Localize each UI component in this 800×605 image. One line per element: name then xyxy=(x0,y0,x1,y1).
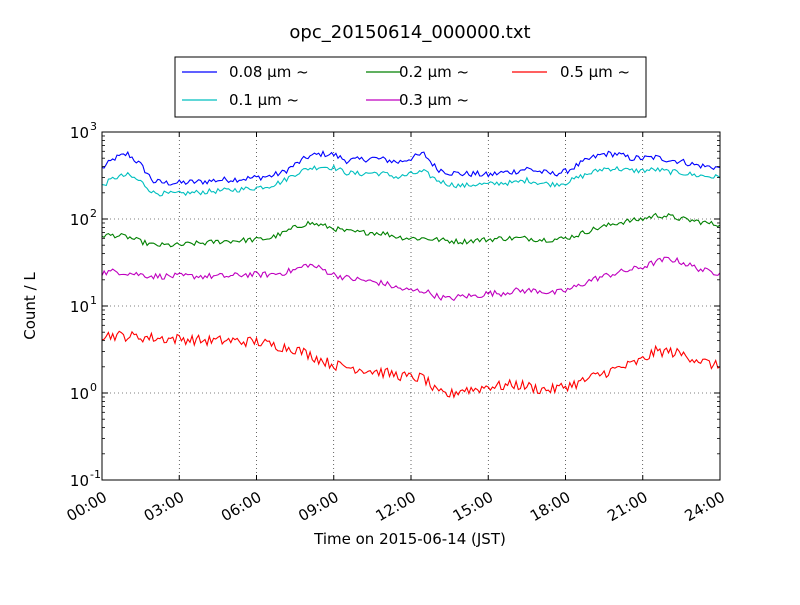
y-axis-label: Count / L xyxy=(21,272,39,340)
legend-entry: 0.2 μm ~ xyxy=(366,63,469,81)
y-tick-base: 10 xyxy=(70,124,89,142)
y-tick-exponent: 0 xyxy=(90,381,97,394)
y-tick-label: 10 2 xyxy=(70,207,97,229)
y-tick-label: 10 3 xyxy=(70,120,97,142)
series-line xyxy=(101,164,721,197)
series-line xyxy=(101,330,721,399)
legend-entry: 0.08 μm ~ xyxy=(182,63,309,81)
legend-label: 0.08 μm ~ xyxy=(229,63,309,81)
x-axis-label: Time on 2015-06-14 (JST) xyxy=(313,530,506,548)
y-tick-base: 10 xyxy=(70,472,89,490)
y-tick-base: 10 xyxy=(70,385,89,403)
y-tick-label: 10 1 xyxy=(70,294,97,316)
legend-label: 0.1 μm ~ xyxy=(229,91,299,109)
series-line xyxy=(101,212,721,248)
legend-entry: 0.1 μm ~ xyxy=(182,91,299,109)
legend-entry: 0.5 μm ~ xyxy=(512,63,630,81)
y-tick-label: 10 -1 xyxy=(70,468,101,490)
series-line xyxy=(101,256,721,302)
chart-title: opc_20150614_000000.txt xyxy=(289,22,530,43)
y-tick-base: 10 xyxy=(70,211,89,229)
series-line xyxy=(101,149,721,186)
legend-label: 0.3 μm ~ xyxy=(399,91,469,109)
y-tick-exponent: 2 xyxy=(90,207,97,220)
y-tick-exponent: 1 xyxy=(90,294,97,307)
legend-entry: 0.3 μm ~ xyxy=(366,91,469,109)
legend-box xyxy=(174,56,647,118)
series-lines xyxy=(101,149,721,399)
legend-label: 0.2 μm ~ xyxy=(399,63,469,81)
y-tick-label: 10 0 xyxy=(70,381,97,403)
y-tick-base: 10 xyxy=(70,298,89,316)
grid-lines xyxy=(102,132,720,480)
legend: 0.08 μm ~ 0.1 μm ~ 0.2 μm ~ 0.3 μm ~ 0.5 μm … xyxy=(174,56,647,118)
legend-label: 0.5 μm ~ xyxy=(560,63,630,81)
y-tick-exponent: -1 xyxy=(90,468,101,481)
y-tick-exponent: 3 xyxy=(90,120,97,133)
